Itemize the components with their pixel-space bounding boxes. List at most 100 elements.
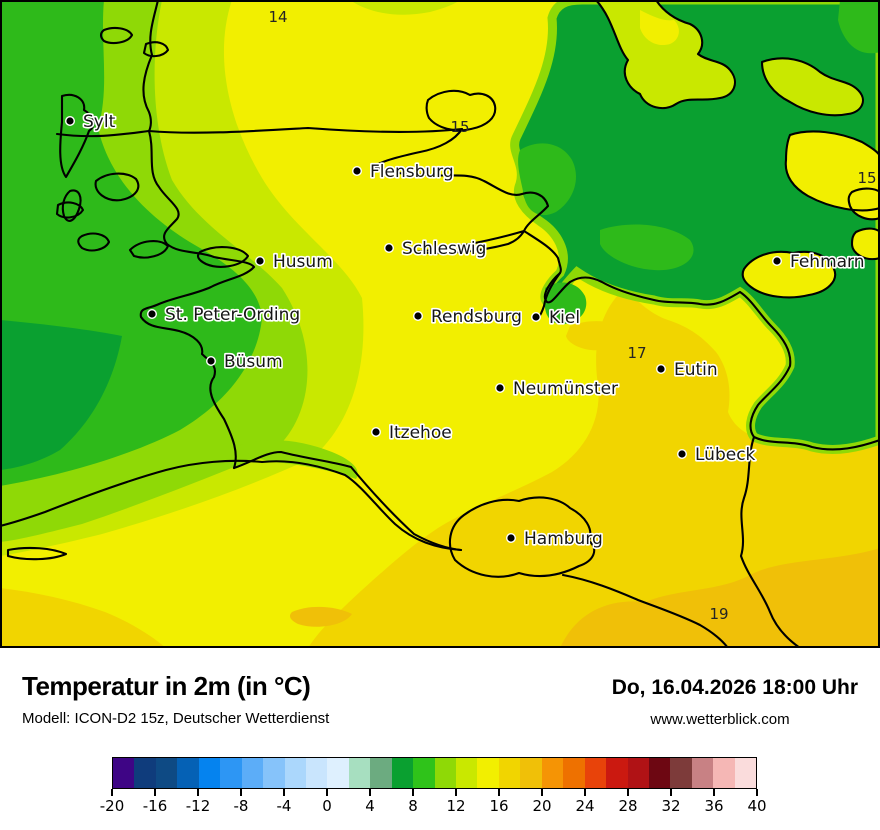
colorbar-band-16 <box>498 758 521 788</box>
colorbar-band-20 <box>541 758 564 788</box>
contour-value-label: 14 <box>268 8 287 26</box>
map-border <box>0 0 880 648</box>
city-marker-flensburg: Flensburg <box>352 160 455 184</box>
city-markers: Sylt Flensburg Schleswig Husum St. Peter-Ord… <box>64 110 866 551</box>
coast-top-center-peninsula <box>425 89 497 132</box>
coast-foehr-island <box>94 172 140 202</box>
inlet-schlei <box>413 229 526 255</box>
city-marker-eutin: Eutin <box>656 358 719 382</box>
city-dot <box>254 256 265 267</box>
colorbar-band--2 <box>305 758 328 788</box>
coast-danish-west <box>142 0 160 133</box>
colorbar-tick <box>498 789 500 796</box>
colorbar-band-38 <box>734 758 757 788</box>
colorbar-tick-label: 24 <box>575 797 595 815</box>
coast-eiderstedt-lagoons <box>128 240 250 268</box>
border-hamburg <box>448 496 596 578</box>
colorbar-band--10 <box>220 758 242 788</box>
colorbar-band-14 <box>477 758 499 788</box>
city-marker-sylt: Sylt <box>64 110 117 134</box>
colorbar-band--18 <box>134 758 156 788</box>
website-url: www.wetterblick.com <box>650 711 790 728</box>
colorbar-band-36 <box>713 758 735 788</box>
colorbar-tick <box>111 789 113 796</box>
colorbar-tick <box>670 789 672 796</box>
colorbar-tick-label: 8 <box>408 797 418 815</box>
colorbar-tick <box>197 789 199 796</box>
city-label: Hamburg <box>524 529 603 549</box>
colorbar-band-6 <box>391 758 414 788</box>
city-dot <box>371 427 382 438</box>
colorbar-band-12 <box>456 758 478 788</box>
colorbar-band-34 <box>691 758 714 788</box>
city-dot <box>506 533 517 544</box>
city-dot <box>146 309 157 320</box>
coast-elbe-sandbank <box>6 546 68 561</box>
model-info: Modell: ICON-D2 15z, Deutscher Wetterdie… <box>22 710 330 727</box>
city-label: Lübeck <box>695 445 756 465</box>
city-marker-kiel: Kiel <box>531 306 582 330</box>
region-gold-kielpatch <box>566 321 629 351</box>
city-label: Neumünster <box>513 379 618 399</box>
colorbar-band--12 <box>198 758 221 788</box>
city-dot <box>656 364 667 375</box>
colorbar-band-24 <box>584 758 607 788</box>
city-label: Schleswig <box>402 239 486 259</box>
city-marker-itzehoe: Itzehoe <box>371 421 453 445</box>
river-elbe-south-bank <box>0 459 463 552</box>
colorbar-tick-label: 0 <box>322 797 332 815</box>
coast-lolland <box>784 130 880 212</box>
region-ne-island <box>762 58 863 116</box>
colorbar-band-2 <box>348 758 371 788</box>
coast-edge-islands <box>847 187 880 261</box>
city-dot <box>384 242 395 253</box>
temperature-regions <box>0 0 880 648</box>
city-marker-neumünster: Neumünster <box>495 377 620 401</box>
city-marker-rendsburg: Rendsburg <box>413 305 524 329</box>
coast-ne-island <box>760 57 864 117</box>
colorbar-tick <box>412 789 414 796</box>
colorbar-tick-label: -12 <box>185 797 211 815</box>
city-dot <box>352 165 363 176</box>
coastlines-and-borders <box>0 0 880 648</box>
colorbar-tick-label: -8 <box>233 797 249 815</box>
colorbar-tick-label: 16 <box>489 797 509 815</box>
coast-als-island <box>594 0 736 110</box>
coast-islets-topleft <box>99 26 170 58</box>
colorbar-tick <box>455 789 457 796</box>
colorbar-tick <box>240 789 242 796</box>
region-northsea-darkgreen <box>0 320 122 470</box>
border-mecklenburg <box>739 435 802 648</box>
coast-amrum-island <box>61 189 82 222</box>
border-denmark-germany <box>55 126 464 138</box>
temperature-map-svg: 14 15 15 17 19 Sylt Flensburg Schleswig Husum St… <box>0 0 880 648</box>
map-area: 14 15 15 17 19 Sylt Flensburg Schleswig Husum St… <box>0 0 880 648</box>
colorbar-tick <box>154 789 156 796</box>
colorbar-tick-label: -20 <box>99 797 125 815</box>
contour-value-label: 15 <box>450 118 469 136</box>
coast-west-mainland <box>139 129 256 470</box>
city-dot <box>531 312 542 323</box>
contour-value-label: 17 <box>627 344 646 362</box>
region-baltic-green-west <box>518 0 880 325</box>
city-dot <box>677 449 688 460</box>
region-southeast-gold <box>308 288 880 648</box>
city-marker-büsum: Büsum <box>205 350 284 374</box>
city-label: Sylt <box>83 112 116 132</box>
city-label: Rendsburg <box>431 307 522 327</box>
city-dot <box>205 356 216 367</box>
colorbar-tick-label: 4 <box>365 797 375 815</box>
colorbar-band-28 <box>627 758 649 788</box>
colorbar-tick <box>627 789 629 796</box>
city-label: Fehmarn <box>790 252 865 272</box>
city-dot <box>772 256 783 267</box>
colorbar-tick-label: -4 <box>276 797 292 815</box>
colorbar-band--6 <box>263 758 285 788</box>
colorbar-ticks: -20 -16 -12 -8 -4 0 4 8 12 16 20 24 28 32 36 40 <box>100 789 767 829</box>
city-marker-st-peter-ording: St. Peter-Ording <box>146 303 302 327</box>
colorbar-band-30 <box>648 758 671 788</box>
city-dot <box>413 311 424 322</box>
coast-fehmarn-island <box>741 250 837 299</box>
city-label: Kiel <box>549 308 580 328</box>
